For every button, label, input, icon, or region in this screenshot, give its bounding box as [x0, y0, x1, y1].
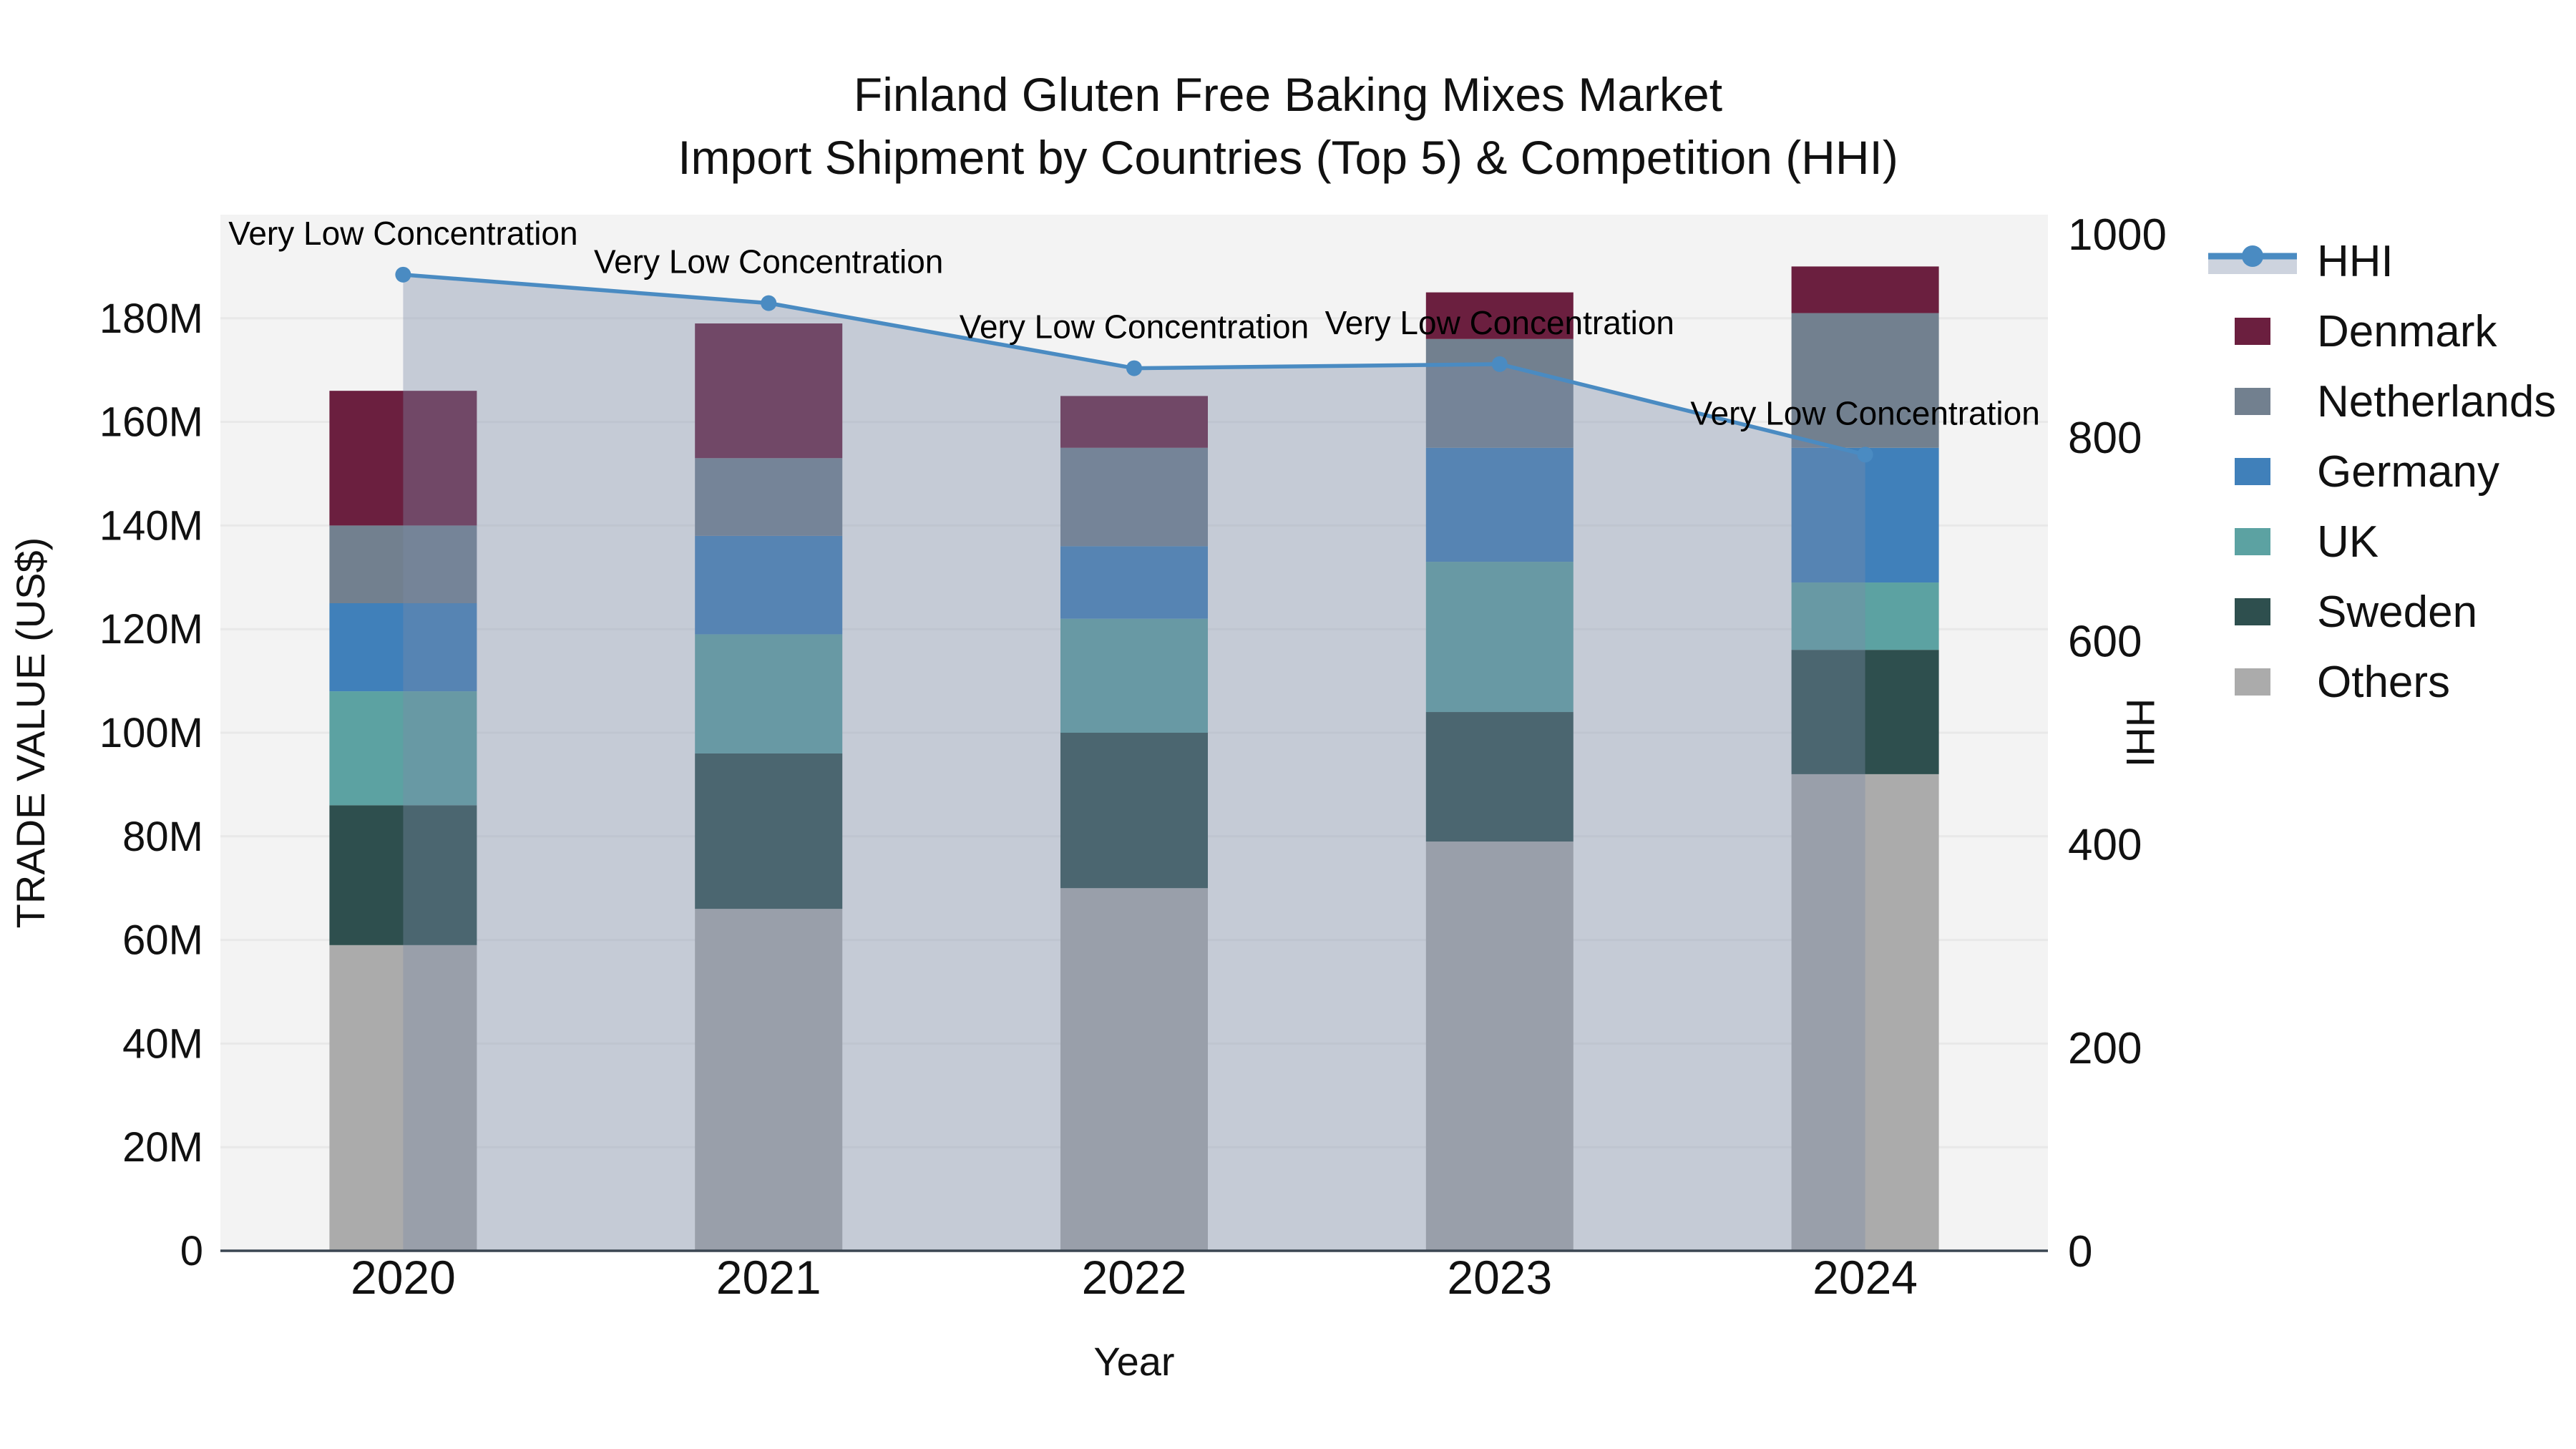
y2-tick-label-400: 400: [2068, 821, 2142, 870]
hhi-line-sample-icon: [2208, 245, 2297, 274]
annotation-2020: Very Low Concentration: [228, 215, 577, 252]
bar-segment-netherlands-2020[interactable]: [329, 525, 477, 603]
legend-item-netherlands[interactable]: Netherlands: [2208, 366, 2556, 436]
legend-label: HHI: [2317, 236, 2394, 286]
y-tick-label-140M: 140M: [99, 502, 203, 549]
chart-title-line2: Import Shipment by Countries (Top 5) & C…: [678, 131, 1898, 184]
annotation-2024: Very Low Concentration: [1690, 394, 2039, 431]
legend-box-swatch-icon: [2208, 458, 2297, 485]
legend-box-swatch-icon: [2208, 318, 2297, 345]
legend-label: Sweden: [2317, 587, 2478, 637]
legend-label: UK: [2317, 517, 2379, 567]
bar-segment-uk-2021[interactable]: [695, 634, 843, 753]
bar-segment-netherlands-2021[interactable]: [695, 458, 843, 536]
y2-tick-label-0: 0: [2068, 1227, 2092, 1277]
bar-segment-netherlands-2022[interactable]: [1060, 447, 1208, 547]
annotation-2021: Very Low Concentration: [594, 243, 943, 280]
legend-box-swatch-icon: [2208, 528, 2297, 555]
hhi-marker-2024[interactable]: [1857, 447, 1873, 463]
y-tick-label-180M: 180M: [99, 296, 203, 342]
x-tick-label-2021: 2021: [716, 1251, 821, 1304]
legend-color-box-icon: [2235, 598, 2270, 625]
bar-segment-sweden-2021[interactable]: [695, 753, 843, 909]
bar-segment-denmark-2023[interactable]: [1425, 292, 1574, 339]
legend-box-swatch-icon: [2208, 668, 2297, 696]
legend-color-box-icon: [2235, 388, 2270, 415]
y2-tick-label-800: 800: [2068, 414, 2142, 463]
legend-line-swatch-icon: [2208, 244, 2297, 278]
y2-axis-title: HHI: [2118, 698, 2163, 767]
legend-color-box-icon: [2235, 458, 2270, 485]
x-tick-label-2023: 2023: [1447, 1251, 1552, 1304]
x-tick-label-2022: 2022: [1082, 1251, 1187, 1304]
bar-segment-others-2023[interactable]: [1425, 841, 1574, 1251]
bar-segment-others-2024[interactable]: [1791, 774, 1939, 1251]
y-tick-label-100M: 100M: [99, 710, 203, 756]
bar-segment-uk-2022[interactable]: [1060, 618, 1208, 733]
y2-tick-label-600: 600: [2068, 617, 2142, 666]
bar-segment-germany-2024[interactable]: [1791, 447, 1939, 583]
bar-segment-germany-2021[interactable]: [695, 535, 843, 635]
legend-label: Others: [2317, 657, 2451, 707]
y-tick-label-160M: 160M: [99, 399, 203, 446]
legend: HHI Denmark Netherlands Germany UK Sweden Othe…: [2208, 226, 2556, 717]
bar-segment-uk-2024[interactable]: [1791, 582, 1939, 650]
bar-segment-uk-2023[interactable]: [1425, 562, 1574, 713]
bar-segment-denmark-2022[interactable]: [1060, 396, 1208, 448]
y-tick-label-80M: 80M: [122, 814, 203, 860]
annotation-2022: Very Low Concentration: [960, 308, 1309, 346]
legend-item-others[interactable]: Others: [2208, 647, 2556, 717]
legend-item-denmark[interactable]: Denmark: [2208, 296, 2556, 366]
legend-box-swatch-icon: [2208, 388, 2297, 415]
bar-segment-denmark-2021[interactable]: [695, 323, 843, 459]
x-tick-label-2024: 2024: [1813, 1251, 1918, 1304]
legend-box-swatch-icon: [2208, 598, 2297, 625]
bar-segment-others-2021[interactable]: [695, 909, 843, 1251]
hhi-marker-2020[interactable]: [395, 266, 411, 283]
bar-segment-germany-2020[interactable]: [329, 603, 477, 692]
y-tick-label-20M: 20M: [122, 1124, 203, 1171]
bar-segment-sweden-2022[interactable]: [1060, 733, 1208, 889]
bar-segment-sweden-2023[interactable]: [1425, 712, 1574, 842]
chart-title-line1: Finland Gluten Free Baking Mixes Market: [853, 68, 1723, 121]
bar-segment-others-2022[interactable]: [1060, 888, 1208, 1251]
bar-segment-others-2020[interactable]: [329, 945, 477, 1251]
hhi-marker-2023[interactable]: [1491, 356, 1508, 372]
hhi-area: [403, 274, 1865, 1252]
legend-label: Netherlands: [2317, 376, 2557, 426]
legend-item-hhi[interactable]: HHI: [2208, 226, 2556, 296]
y-tick-label-60M: 60M: [122, 917, 203, 964]
legend-item-uk[interactable]: UK: [2208, 507, 2556, 577]
hhi-marker-2022[interactable]: [1126, 360, 1142, 376]
x-tick-label-2020: 2020: [351, 1251, 456, 1304]
bar-segment-germany-2022[interactable]: [1060, 546, 1208, 619]
annotation-2023: Very Low Concentration: [1325, 304, 1674, 341]
bar-segment-denmark-2024[interactable]: [1791, 266, 1939, 313]
legend-item-sweden[interactable]: Sweden: [2208, 577, 2556, 647]
y2-tick-label-1000: 1000: [2068, 210, 2167, 260]
chart-title: Finland Gluten Free Baking Mixes Market …: [0, 63, 2576, 189]
legend-label: Denmark: [2317, 306, 2497, 356]
y-tick-label-120M: 120M: [99, 606, 203, 653]
y-tick-label-40M: 40M: [122, 1020, 203, 1067]
legend-color-box-icon: [2235, 528, 2270, 555]
legend-color-box-icon: [2235, 668, 2270, 696]
bar-segment-uk-2020[interactable]: [329, 691, 477, 806]
y2-tick-label-200: 200: [2068, 1024, 2142, 1073]
hhi-marker-2021[interactable]: [761, 295, 777, 311]
bar-segment-denmark-2020[interactable]: [329, 391, 477, 526]
legend-color-box-icon: [2235, 318, 2270, 345]
legend-item-germany[interactable]: Germany: [2208, 436, 2556, 507]
bar-segment-sweden-2024[interactable]: [1791, 650, 1939, 774]
x-axis-title: Year: [1093, 1339, 1174, 1384]
y-axis-title: TRADE VALUE (US$): [8, 537, 53, 929]
y-tick-label-0: 0: [180, 1228, 203, 1274]
bar-segment-netherlands-2024[interactable]: [1791, 313, 1939, 448]
legend-label: Germany: [2317, 447, 2499, 497]
bar-segment-germany-2023[interactable]: [1425, 447, 1574, 562]
bar-segment-sweden-2020[interactable]: [329, 805, 477, 945]
